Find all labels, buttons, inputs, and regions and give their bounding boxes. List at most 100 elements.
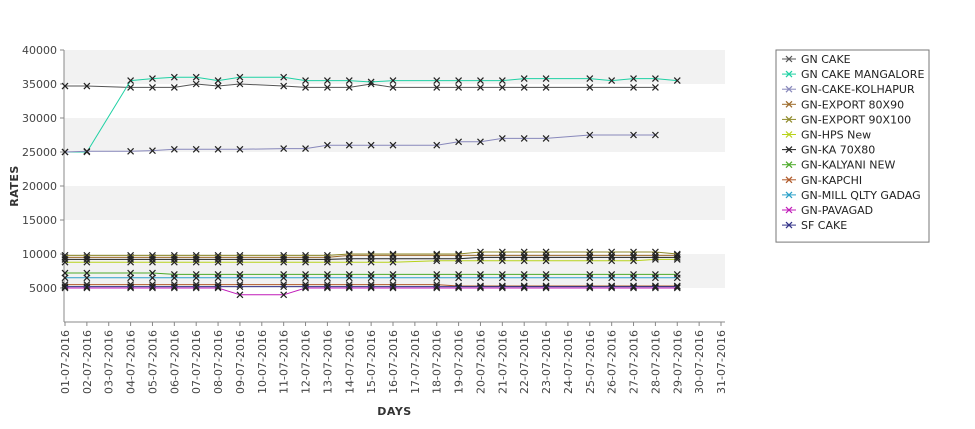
- x-tick-label: 27-07-2016: [628, 330, 641, 394]
- data-point-marker: [673, 274, 681, 282]
- data-point-marker: [455, 274, 463, 282]
- data-point-marker: [477, 274, 484, 282]
- data-point-marker: [236, 258, 244, 266]
- data-point-marker: [192, 73, 200, 81]
- data-point-marker: [149, 256, 156, 263]
- data-point-marker: [61, 274, 69, 282]
- x-tick-label: 13-07-2016: [321, 330, 334, 394]
- legend-swatch: [782, 115, 796, 123]
- data-point-marker: [433, 283, 441, 291]
- y-axis: 5000 10000 15000 20000 25000 30000 35000 40000: [22, 44, 65, 322]
- legend-label: GN CAKE MANGALORE: [801, 68, 924, 81]
- data-point-marker: [214, 283, 222, 291]
- data-point-marker: [520, 283, 528, 291]
- data-point-marker: [367, 274, 375, 282]
- legend-label: SF CAKE: [801, 219, 847, 232]
- data-point-marker: [542, 283, 550, 291]
- data-point-marker: [542, 253, 550, 261]
- data-point-marker: [433, 284, 441, 292]
- data-point-marker: [61, 82, 69, 90]
- data-point-marker: [345, 284, 353, 292]
- data-point-marker: [586, 274, 594, 282]
- data-point-marker: [280, 274, 288, 282]
- data-point-marker: [433, 83, 441, 91]
- x-tick-label: 26-07-2016: [606, 330, 619, 394]
- data-point-marker: [586, 83, 594, 91]
- data-point-marker: [586, 75, 594, 82]
- legend-label: GN CAKE: [801, 53, 851, 66]
- data-point-marker: [389, 141, 397, 149]
- data-point-marker: [192, 258, 200, 266]
- legend-swatch: [782, 70, 796, 78]
- data-point-marker: [127, 274, 135, 282]
- data-point-marker: [630, 131, 637, 139]
- series-sf-cake: [61, 283, 681, 291]
- data-point-marker: [477, 284, 484, 292]
- y-axis-title: RATES: [8, 165, 21, 207]
- legend-item: GN-PAVAGAD: [782, 204, 873, 217]
- data-point-marker: [477, 283, 484, 291]
- data-point-marker: [192, 284, 200, 292]
- data-point-marker: [455, 255, 463, 263]
- data-point-marker: [127, 283, 135, 291]
- data-point-marker: [280, 258, 288, 266]
- data-point-marker: [192, 145, 200, 153]
- legend-item: GN-EXPORT 90X100: [782, 113, 911, 126]
- data-point-marker: [542, 248, 550, 256]
- x-tick-label: 15-07-2016: [365, 330, 378, 394]
- legend-swatch: [782, 131, 796, 138]
- data-point-marker: [542, 274, 550, 282]
- data-point-marker: [83, 82, 91, 90]
- data-point-marker: [520, 284, 528, 292]
- x-tick-label: 19-07-2016: [453, 330, 466, 394]
- data-point-marker: [345, 255, 353, 263]
- data-point-marker: [651, 75, 659, 82]
- data-point-marker: [214, 274, 222, 282]
- data-point-marker: [651, 131, 659, 139]
- data-point-marker: [61, 148, 69, 156]
- data-point-marker: [389, 284, 397, 292]
- data-point-marker: [651, 283, 659, 291]
- data-point-marker: [323, 284, 331, 292]
- data-point-marker: [236, 274, 244, 282]
- legend-item: GN-HPS New: [782, 129, 871, 142]
- data-point-marker: [389, 83, 397, 91]
- data-point-marker: [433, 141, 441, 149]
- data-point-marker: [651, 253, 659, 261]
- x-tick-label: 09-07-2016: [234, 330, 247, 394]
- data-point-marker: [302, 283, 309, 291]
- x-tick-label: 20-07-2016: [474, 330, 487, 394]
- legend-item: GN CAKE: [782, 53, 851, 66]
- grid-band: [64, 186, 725, 220]
- data-point-marker: [389, 255, 397, 263]
- data-point-marker: [498, 274, 506, 282]
- x-tick-label: 05-07-2016: [146, 330, 159, 394]
- data-point-marker: [367, 141, 375, 149]
- data-point-marker: [302, 83, 309, 91]
- data-point-marker: [83, 258, 91, 266]
- data-point-marker: [170, 256, 178, 263]
- data-point-marker: [498, 283, 506, 291]
- legend-item: GN-KALYANI NEW: [782, 159, 895, 172]
- data-point-marker: [61, 283, 69, 291]
- data-point-marker: [498, 253, 506, 261]
- data-point-marker: [149, 147, 156, 155]
- x-tick-label: 25-07-2016: [584, 330, 597, 394]
- legend-swatch: [782, 55, 796, 63]
- data-point-marker: [586, 284, 594, 292]
- data-point-marker: [280, 291, 288, 299]
- data-point-marker: [608, 283, 616, 291]
- y-tick-label: 35000: [22, 78, 57, 91]
- data-point-marker: [214, 256, 222, 263]
- y-tick-label: 25000: [22, 146, 57, 159]
- data-point-marker: [630, 283, 637, 291]
- data-point-marker: [236, 73, 244, 81]
- data-point-marker: [302, 77, 309, 85]
- legend-swatch: [782, 85, 796, 93]
- data-point-marker: [192, 256, 200, 263]
- data-point-marker: [477, 77, 484, 85]
- data-point-marker: [149, 258, 156, 266]
- data-point-marker: [586, 248, 594, 256]
- x-tick-label: 24-07-2016: [562, 330, 575, 394]
- legend-item: GN-CAKE-KOLHAPUR: [782, 83, 915, 96]
